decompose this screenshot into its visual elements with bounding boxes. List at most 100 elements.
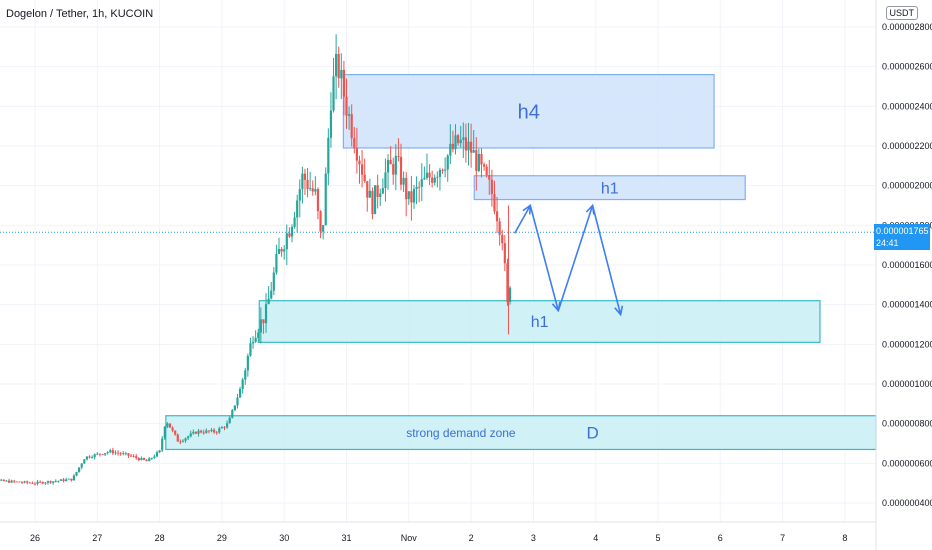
candle-body	[101, 454, 104, 456]
zones-layer	[165, 73, 877, 451]
price-tick-label: 0.000000600	[882, 458, 932, 468]
price-tick-label: 0.000001600	[882, 260, 932, 270]
price-tick-label: 0.000001000	[882, 379, 932, 389]
candle-body	[129, 455, 133, 457]
candle-body	[257, 332, 260, 338]
candle-body	[244, 370, 247, 380]
candle-body	[155, 452, 159, 457]
candle-body	[495, 211, 499, 222]
candle-body	[158, 450, 161, 453]
candle-body	[91, 457, 94, 459]
candle-body	[347, 114, 351, 116]
candle-body	[153, 456, 156, 458]
candle-body	[322, 225, 325, 232]
candle-body	[270, 290, 273, 299]
candle-body	[220, 427, 223, 429]
current-price-value: 0.000001765	[876, 226, 929, 236]
candle-body	[399, 156, 403, 185]
candle-body	[78, 467, 81, 472]
candle-body	[150, 457, 153, 459]
candle-body	[436, 176, 439, 178]
projection-arrowhead	[522, 203, 532, 215]
candle-body	[54, 481, 57, 482]
candle-body	[280, 249, 283, 252]
candle-body	[181, 440, 185, 442]
candle-body	[345, 96, 348, 116]
time-tick-label: 4	[593, 533, 598, 543]
time-tick-label: 7	[780, 533, 785, 543]
price-tick-label: 0.000002600	[882, 62, 932, 72]
candle-body	[46, 481, 50, 483]
time-tick-label: 29	[217, 533, 227, 543]
candle-body	[148, 458, 151, 462]
candle-body	[462, 137, 465, 140]
current-price-tag: 0.000001765 24:41	[874, 224, 930, 250]
zone-tag: D	[586, 424, 598, 443]
candle-body	[202, 432, 205, 434]
candle-body	[423, 177, 426, 180]
price-tick-label: 0.000002800	[882, 22, 932, 32]
candle-body	[360, 164, 364, 175]
candle-body	[363, 174, 366, 182]
price-tick-label: 0.000002000	[882, 181, 932, 191]
candle-body	[241, 379, 244, 389]
candle-body	[457, 135, 460, 144]
candle-body	[303, 173, 307, 180]
candle-body	[246, 355, 249, 371]
candle-body	[207, 430, 211, 432]
candle-body	[93, 454, 96, 458]
price-axis[interactable]: 0.000002800 0.000002600 0.000002400 0.00000…	[875, 0, 932, 550]
price-tick-label: 0.000002400	[882, 101, 932, 111]
candle-body	[103, 453, 107, 455]
candle-body	[210, 429, 213, 432]
candle-body	[36, 481, 39, 484]
zone-label: h4	[518, 101, 540, 123]
candle-body	[75, 471, 78, 476]
candle-body	[192, 431, 195, 434]
candle-body	[194, 431, 198, 434]
candle-body	[467, 141, 470, 151]
candle-body	[267, 298, 270, 305]
time-tick-label: 2	[469, 533, 474, 543]
candle-body	[464, 137, 468, 151]
projection-arrowhead	[551, 301, 561, 313]
zone-label: h1	[601, 180, 619, 197]
candle-body	[184, 438, 187, 441]
candle-body	[503, 243, 506, 264]
candle-body	[311, 188, 314, 192]
candle-body	[293, 217, 296, 227]
candle-body	[7, 480, 11, 483]
candle-body	[57, 480, 60, 482]
candle-body	[231, 410, 234, 418]
candle-body	[33, 483, 37, 485]
candle-body	[132, 456, 135, 457]
candle-body	[166, 423, 169, 427]
candle-body	[218, 428, 221, 433]
candle-body	[52, 481, 55, 483]
currency-badge[interactable]: USDT	[885, 6, 918, 20]
candle-body	[171, 427, 174, 431]
candle-body	[161, 438, 164, 451]
chart-title: Dogelon / Tether, 1h, KUCOIN	[6, 8, 154, 20]
candle-body	[392, 164, 395, 175]
candle-body	[431, 177, 434, 183]
time-axis[interactable]: 26 27 28 29 30 31 Nov 2 3 4 5 6 7 8	[0, 521, 876, 543]
candle-body	[41, 481, 44, 484]
candle-body	[225, 423, 229, 428]
candle-body	[389, 160, 392, 165]
time-tick-label: 5	[655, 533, 660, 543]
projection-arrowhead	[585, 203, 595, 215]
candle-body	[350, 114, 353, 139]
candle-body	[340, 69, 343, 79]
candle-body	[482, 164, 486, 167]
candle-body	[407, 191, 410, 200]
candle-body	[200, 430, 203, 433]
candle-body	[324, 173, 327, 226]
candle-body	[20, 482, 24, 484]
candle-body	[285, 233, 288, 250]
candle-body	[70, 478, 73, 481]
candle-body	[249, 343, 252, 356]
candle-body	[228, 417, 231, 424]
candle-body	[189, 433, 192, 437]
